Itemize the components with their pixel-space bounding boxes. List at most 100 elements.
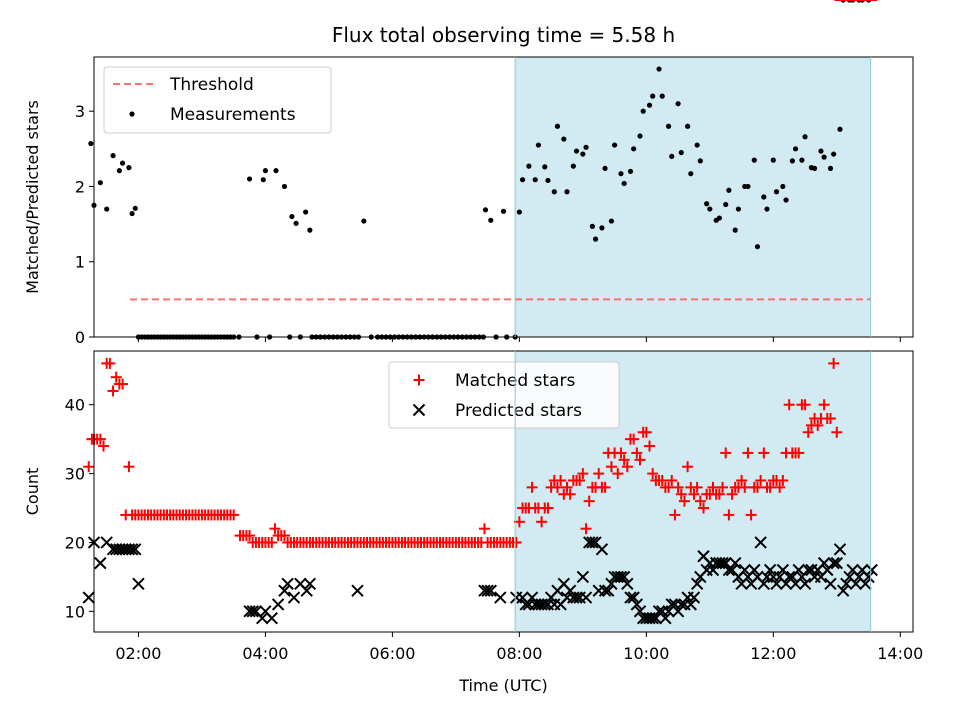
predicted-stars-point [840, 577, 853, 590]
measurements-point [293, 220, 299, 226]
matched-stars-point [675, 488, 687, 500]
legend-matched-swatch [413, 374, 425, 386]
matched-stars-point [656, 474, 668, 486]
marker-stroke [836, 584, 850, 597]
marker-stroke [840, 577, 853, 590]
marker-stroke [129, 543, 142, 556]
marker-stroke [259, 605, 272, 618]
matched-stars-point [742, 447, 754, 459]
matched-stars-point [736, 474, 748, 486]
matched-stars-point [663, 481, 675, 493]
matched-stars-point [739, 481, 751, 493]
measurements-point [754, 244, 761, 250]
matched-stars-point [717, 481, 729, 493]
marker-stroke [754, 536, 767, 549]
marker-stroke [782, 570, 796, 584]
measurements-point [592, 236, 599, 242]
predicted-stars-point [630, 598, 644, 611]
matched-stars-point [831, 426, 843, 438]
measurements-point [678, 149, 684, 156]
matched-stars-point [266, 536, 278, 548]
marker-stroke [82, 591, 95, 604]
matched-stars-point [713, 488, 725, 500]
measurements-point [802, 134, 808, 140]
predicted-stars-point [824, 577, 837, 590]
matched-stars-point [707, 481, 719, 493]
predicted-stars-point [281, 577, 294, 590]
measurements-point [764, 206, 770, 212]
matched-stars-point [83, 461, 95, 473]
bottom-panel-axes: 10 20 30 40 02:00 04:00 06:00 08:00 10:00 12:00 14… [65, 396, 924, 663]
marker-stroke [729, 556, 742, 570]
y-tick-label: 40 [65, 396, 85, 415]
matched-stars-point [618, 454, 630, 466]
measurements-point [580, 151, 586, 157]
matched-stars-point [812, 419, 824, 431]
x-tick-label: 10:00 [623, 644, 669, 663]
legend-measurements-swatch [129, 111, 135, 117]
matched-stars-point [605, 461, 617, 473]
measurements-point [116, 168, 122, 174]
marker-stroke [589, 536, 602, 549]
matched-stars-point [828, 357, 840, 369]
measurements-point [685, 123, 691, 129]
matched-stars-point [561, 481, 573, 493]
marker-stroke [687, 591, 701, 604]
highlight-span [515, 57, 871, 337]
top-y-axis-label: Matched/Predicted stars [23, 100, 42, 294]
matched-stars-point [682, 461, 694, 473]
matched-stars-point [758, 447, 770, 459]
predicted-stars-point [621, 577, 634, 590]
measurements-point [273, 168, 279, 174]
marker-stroke [684, 598, 697, 611]
predicted-stars-point [617, 570, 631, 584]
marker-stroke [249, 605, 263, 618]
measurements-point [516, 209, 522, 215]
matched-stars-point [104, 357, 116, 369]
measurements-point [773, 189, 780, 195]
predicted-stars-point [817, 556, 831, 570]
marker-stroke [630, 598, 644, 611]
matched-stars-point [615, 447, 627, 459]
marker-stroke [716, 556, 729, 570]
predicted-stars-point [849, 577, 863, 590]
bottom-legend-box [388, 361, 620, 429]
measurements-point [780, 183, 786, 190]
predicted-stars-point [494, 591, 507, 604]
marker-stroke [690, 577, 704, 590]
marker-stroke [300, 584, 313, 597]
marker-stroke [817, 556, 831, 570]
matched-stars-point [678, 495, 690, 507]
matched-stars-point [580, 523, 592, 535]
measurements-point [602, 165, 608, 171]
bottom-y-axis-label: Count [23, 468, 42, 516]
predicted-stars-point [627, 591, 640, 604]
marker-stroke [792, 563, 805, 577]
measurements-point [621, 180, 627, 187]
measurements-point [104, 206, 110, 212]
star-count-series [82, 0, 878, 625]
legend-predicted-swatch [412, 403, 426, 417]
marker-stroke [843, 570, 856, 584]
top-legend-box [103, 66, 332, 134]
matched-stars-point [513, 516, 525, 528]
marker-stroke [351, 584, 364, 597]
predicted-stars-point [595, 543, 609, 556]
predicted-stars-point [265, 612, 278, 625]
measurements-point [704, 201, 710, 207]
measurements-point [656, 66, 662, 72]
predicted-stars-point [271, 598, 285, 611]
measurements-point [821, 154, 827, 160]
y-tick-label: 1 [75, 253, 85, 272]
x-axis-label: Time (UTC) [458, 676, 547, 695]
predicted-stars-point [484, 584, 498, 597]
marker-stroke [773, 570, 786, 584]
measurements-point [723, 201, 729, 208]
top-legend: Threshold Measurements [103, 66, 332, 134]
y-tick-label: 0 [75, 328, 85, 347]
matched-stars-point [726, 488, 738, 500]
measurements-point [751, 157, 757, 163]
marker-stroke [494, 591, 507, 604]
predicted-stars-point [586, 536, 599, 549]
matched-stars-point [478, 523, 490, 535]
